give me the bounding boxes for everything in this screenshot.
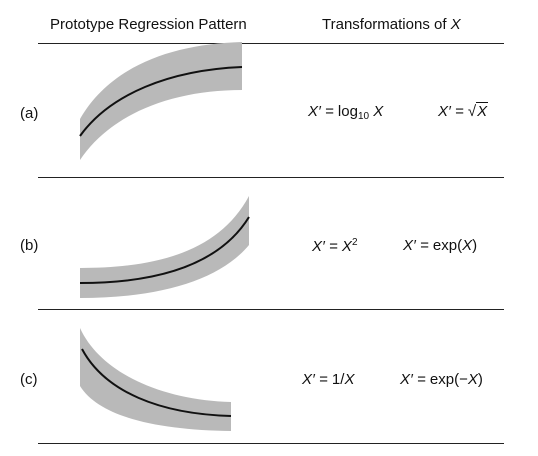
transform-c-reciprocal: X′ = 1/X bbox=[302, 371, 354, 388]
transform-b-exp-lhs: X′ = bbox=[403, 237, 433, 254]
rule-b-c bbox=[38, 309, 504, 310]
transform-a-log: X′ = log10 X bbox=[308, 103, 383, 122]
pattern-c bbox=[80, 328, 232, 431]
row-label-b: (b) bbox=[20, 237, 39, 254]
transform-c-exp-lhs: X′ = bbox=[400, 371, 430, 388]
pattern-c-curve bbox=[81, 348, 232, 417]
transform-c-exp: X′ = exp(−X) bbox=[400, 371, 483, 388]
transform-b-square: X′ = X2 bbox=[312, 237, 358, 255]
pattern-c-band bbox=[80, 328, 231, 431]
row-label-c: (c) bbox=[20, 371, 38, 388]
transform-a-sqrt-lhs: X′ = bbox=[438, 103, 468, 120]
transform-c-exp-arg: X bbox=[467, 371, 478, 388]
header-transformations: Transformations of X bbox=[322, 16, 461, 33]
transform-b-exp: X′ = exp(X) bbox=[403, 237, 477, 254]
transform-a-log-arg: X bbox=[369, 103, 384, 120]
transform-a-log-fn: log bbox=[337, 103, 358, 120]
transform-c-exp-fn: exp(− bbox=[429, 371, 468, 388]
transform-b-square-exp: 2 bbox=[351, 237, 358, 248]
transform-c-reciprocal-lhs: X′ = bbox=[302, 371, 332, 388]
header-prototype-pattern: Prototype Regression Pattern bbox=[50, 16, 247, 33]
transform-b-exp-arg: X bbox=[462, 237, 473, 254]
transform-a-log-base: 10 bbox=[357, 111, 370, 122]
transform-a-log-lhs: X′ = bbox=[308, 103, 338, 120]
pattern-a bbox=[79, 42, 243, 160]
transform-b-square-base: X bbox=[341, 238, 352, 255]
transform-b-square-lhs: X′ = bbox=[312, 238, 342, 255]
transform-c-reciprocal-arg: X bbox=[344, 371, 355, 388]
header-variable: X bbox=[450, 16, 461, 33]
rule-a-b bbox=[38, 177, 504, 178]
header-transformations-text: Transformations of bbox=[322, 16, 447, 33]
sqrt-radical-icon: √ bbox=[467, 103, 477, 120]
transform-b-exp-fn: exp( bbox=[432, 237, 463, 254]
pattern-b-band bbox=[80, 196, 249, 298]
pattern-a-curve bbox=[79, 66, 243, 137]
rule-bottom bbox=[38, 443, 504, 444]
row-label-a: (a) bbox=[20, 105, 39, 122]
pattern-a-band bbox=[80, 42, 242, 160]
pattern-b bbox=[79, 196, 250, 298]
transform-b-exp-close: ) bbox=[472, 237, 478, 254]
transform-c-exp-close: ) bbox=[477, 371, 483, 388]
transform-a-sqrt: X′ = √X bbox=[438, 102, 489, 120]
transform-c-reciprocal-text: 1/ bbox=[331, 371, 345, 388]
rule-top bbox=[38, 43, 504, 44]
transform-a-sqrt-arg: X bbox=[476, 102, 489, 120]
pattern-b-curve bbox=[79, 216, 250, 284]
